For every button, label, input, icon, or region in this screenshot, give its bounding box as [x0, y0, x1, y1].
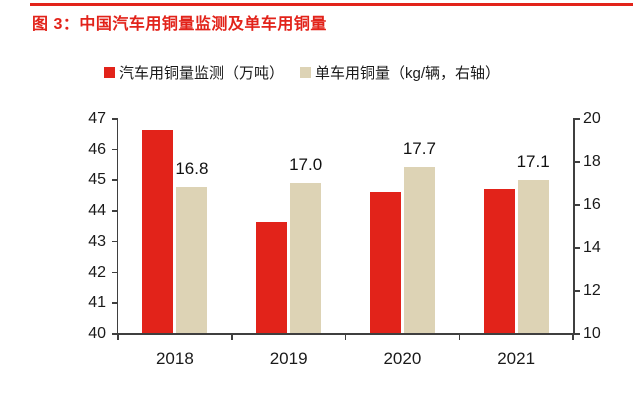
bar-per-vehicle-copper-2018: [176, 186, 208, 333]
left-axis-tick: [111, 179, 117, 181]
legend-item-per-vehicle-copper: 单车用铜量（kg/辆，右轴）: [300, 62, 500, 83]
left-axis-tick-label: 47: [88, 110, 106, 127]
chart-legend: 汽车用铜量监测（万吨） 单车用铜量（kg/辆，右轴）: [104, 62, 500, 83]
left-axis-tick-label: 40: [88, 325, 106, 342]
right-axis-tick-label: 18: [583, 153, 601, 170]
right-axis-tick: [574, 333, 580, 335]
bar-per-vehicle-copper-2021: [517, 180, 549, 333]
left-axis-tick-label: 46: [88, 140, 106, 158]
left-axis-tick-label: 41: [88, 294, 106, 312]
bar-per-vehicle-copper-2019: [290, 182, 322, 333]
right-axis-tick-label: 12: [583, 282, 601, 299]
right-axis-tick-label: 16: [583, 196, 601, 213]
x-axis-tick: [344, 334, 347, 340]
right-axis-tick: [574, 118, 580, 120]
bar-auto-copper-2021: [483, 188, 515, 333]
right-axis-tick-label: 14: [583, 239, 601, 256]
legend-label: 汽车用铜量监测（万吨）: [119, 65, 285, 82]
x-axis-tick: [572, 334, 574, 340]
title-rule: [30, 3, 633, 6]
legend-swatch-red: [104, 67, 115, 78]
bar-auto-copper-2018: [142, 130, 174, 333]
legend-item-auto-copper: 汽车用铜量监测（万吨）: [104, 62, 284, 83]
bar-auto-copper-2019: [256, 222, 288, 333]
x-axis-category-2018: 2018: [155, 349, 194, 368]
data-label-per-vehicle-2018: 16.8: [175, 158, 209, 178]
data-label-per-vehicle-2021: 17.1: [516, 152, 550, 172]
x-axis-category-2020: 2020: [383, 349, 422, 368]
left-axis-tick: [111, 118, 117, 120]
right-axis-tick: [574, 204, 580, 206]
data-label-per-vehicle-2020: 17.7: [402, 139, 436, 159]
right-axis-tick: [574, 161, 580, 163]
left-axis-tick: [111, 148, 117, 151]
right-axis-tick: [574, 290, 580, 292]
figure-title: 图 3：中国汽车用铜量监测及单车用铜量: [32, 16, 327, 33]
left-axis-tick: [111, 240, 117, 243]
left-axis-tick-label: 43: [88, 232, 106, 250]
data-label-per-vehicle-2019: 17.0: [289, 154, 323, 174]
x-axis-tick: [117, 334, 119, 340]
left-axis-tick: [111, 271, 117, 274]
left-axis-tick: [111, 210, 117, 212]
left-axis-tick-label: 42: [88, 263, 106, 281]
x-axis-category-2019: 2019: [269, 349, 308, 368]
bar-per-vehicle-copper-2020: [403, 167, 435, 333]
x-axis-tick: [231, 334, 233, 340]
x-axis-line: [116, 333, 575, 335]
legend-swatch-beige: [300, 67, 312, 78]
left-axis-tick: [111, 333, 117, 335]
legend-label: 单车用铜量（kg/辆，右轴）: [315, 65, 501, 82]
right-axis-tick: [574, 247, 580, 249]
left-axis-tick: [111, 302, 117, 304]
left-axis-tick-label: 44: [88, 202, 106, 220]
right-axis-tick-label: 20: [583, 110, 601, 127]
x-axis-category-2021: 2021: [497, 349, 536, 368]
x-axis-tick: [458, 334, 460, 340]
right-axis-tick-label: 10: [583, 325, 601, 342]
left-axis-line: [116, 118, 118, 335]
right-axis-line: [573, 118, 575, 335]
left-axis-tick-label: 45: [88, 171, 106, 189]
bar-auto-copper-2020: [369, 191, 401, 333]
